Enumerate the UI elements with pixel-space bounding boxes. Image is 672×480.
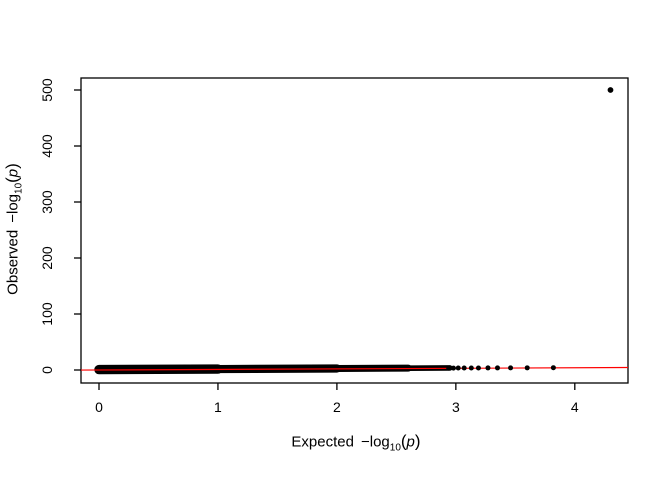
- y-tick-label: 400: [39, 134, 55, 158]
- x-tick-label: 4: [571, 399, 579, 415]
- x-axis-title-word: Expected: [291, 433, 354, 451]
- y-tick-label: 500: [39, 78, 55, 102]
- y-tick-label: 200: [39, 246, 55, 270]
- y-axis-title-open-paren: (: [2, 177, 22, 183]
- tail-point: [468, 365, 474, 371]
- x-axis-title: Expected −log10(p): [291, 431, 421, 458]
- tail-point: [455, 365, 461, 371]
- y-axis-title-subscript: 10: [13, 182, 25, 194]
- x-axis-title-open-paren: (: [400, 431, 407, 451]
- x-tick-label: 3: [452, 399, 460, 415]
- tail-point: [450, 365, 456, 371]
- plot-box: [80, 77, 629, 384]
- tail-point: [446, 365, 452, 371]
- y-axis-title-variable: p: [4, 168, 22, 178]
- tail-point: [461, 365, 467, 371]
- x-axis-title-variable: p: [406, 433, 415, 451]
- x-axis-title-close-paren: ): [414, 431, 421, 451]
- x-tick-label: 0: [95, 399, 103, 415]
- tail-point: [485, 365, 491, 371]
- tail-point: [494, 365, 500, 371]
- x-axis-title-minus-log: −log: [360, 433, 390, 451]
- x-tick-label: 2: [333, 399, 341, 415]
- x-axis-title-subscript: 10: [389, 442, 401, 454]
- y-axis-title: Observed −log10(p): [2, 163, 29, 295]
- y-axis-title-minus-log: −log: [4, 193, 22, 223]
- y-tick-label: 300: [39, 190, 55, 214]
- y-axis-title-close-paren: ): [2, 163, 22, 169]
- tail-point: [524, 365, 530, 371]
- tail-point: [508, 365, 514, 371]
- outlier-point: [607, 87, 614, 93]
- y-tick-label: 0: [39, 366, 55, 374]
- tail-point: [475, 365, 481, 371]
- x-tick-label: 1: [214, 399, 222, 415]
- y-axis-title-word: Observed: [4, 229, 22, 295]
- tail-point: [550, 365, 556, 371]
- y-tick-label: 100: [39, 302, 55, 326]
- identity-line: [80, 366, 629, 371]
